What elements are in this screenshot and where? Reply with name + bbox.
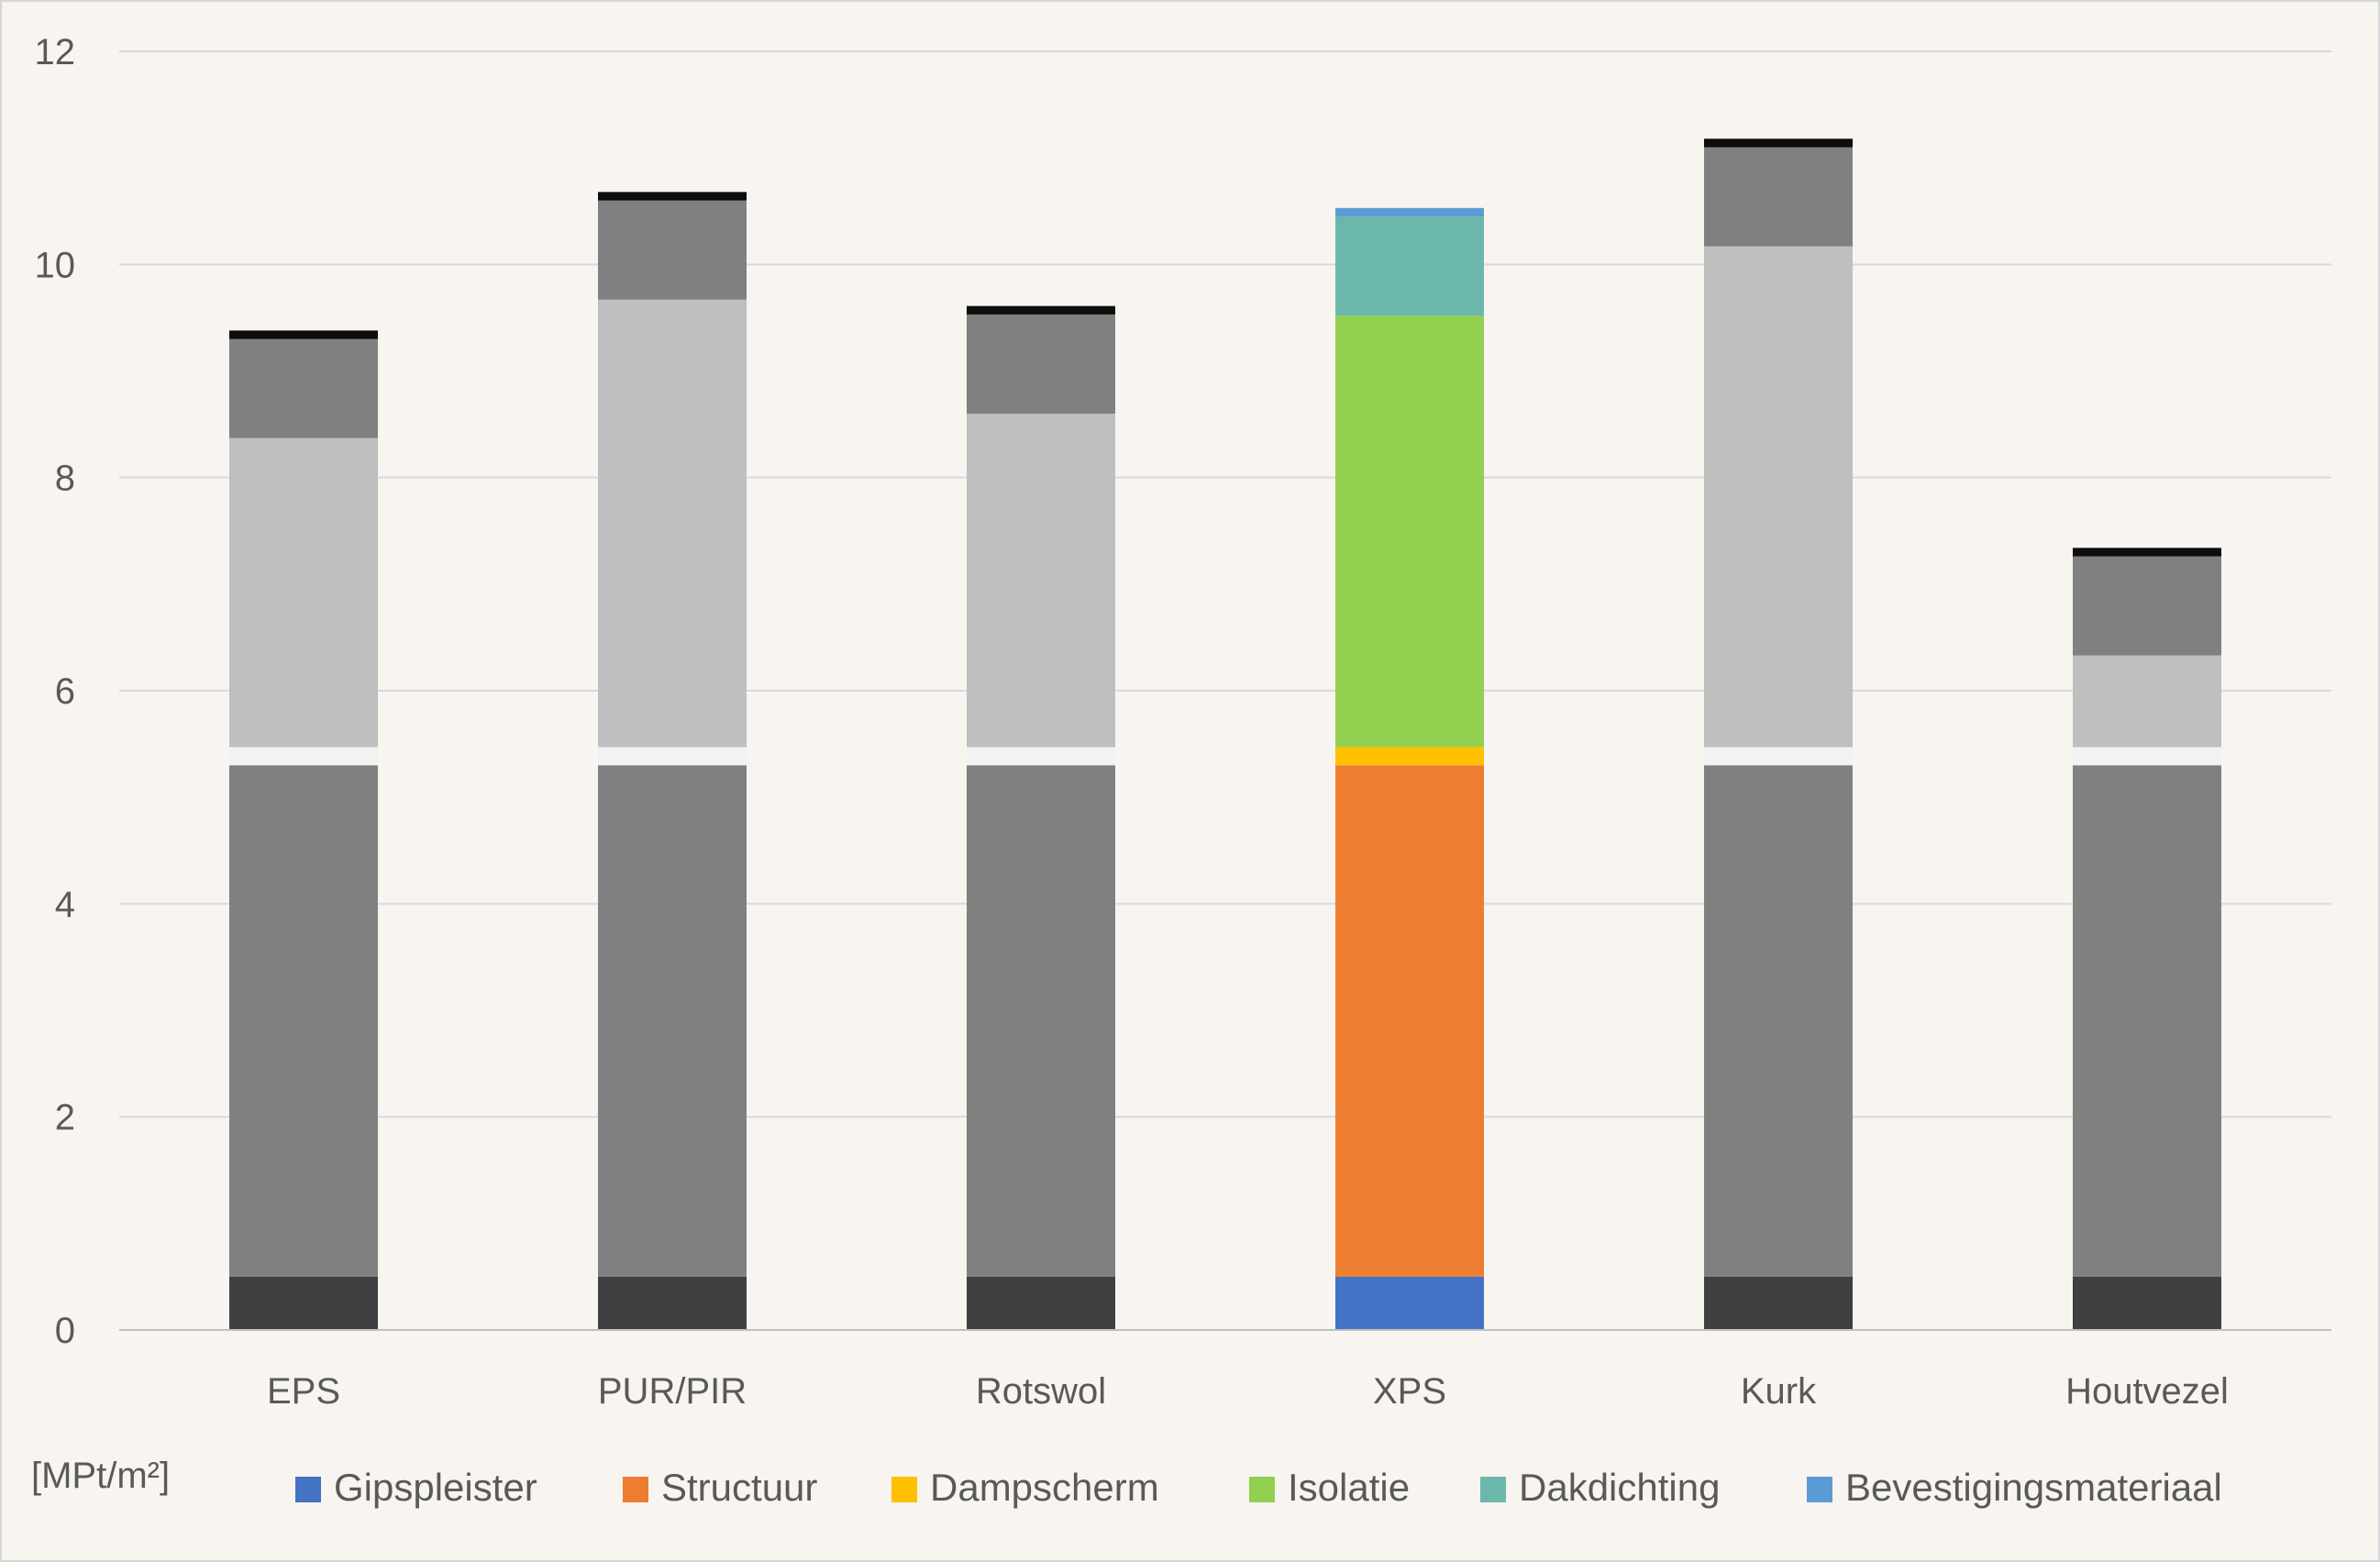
bar-segment xyxy=(229,747,378,766)
bar-segment xyxy=(1335,765,1484,1277)
bar-segment xyxy=(229,438,378,748)
x-tick-label: PUR/PIR xyxy=(598,1371,747,1412)
bar-segment xyxy=(2073,556,2221,656)
bar-segment xyxy=(2073,548,2221,557)
x-tick-label: XPS xyxy=(1373,1371,1446,1412)
bar-segment xyxy=(1704,1276,1853,1330)
bar-segment xyxy=(967,765,1115,1277)
bar-segment xyxy=(1335,747,1484,766)
y-tick-label: 6 xyxy=(55,671,75,712)
legend-label: Structuur xyxy=(661,1466,817,1509)
bar-segment xyxy=(1335,316,1484,748)
bar-segment xyxy=(598,1276,747,1330)
bar-segment xyxy=(2073,655,2221,748)
legend: Gipspleister Structuur Dampscherm Isolatie D… xyxy=(295,1466,2222,1509)
bar-segment xyxy=(2073,1276,2221,1330)
y-tick-label: 4 xyxy=(55,884,75,925)
y-tick-label: 8 xyxy=(55,459,75,499)
gridlines xyxy=(119,50,2331,1118)
bar-segment xyxy=(1335,1276,1484,1330)
bar-segment xyxy=(967,747,1115,766)
bar-segment xyxy=(1704,747,1853,766)
legend-label: Gipspleister xyxy=(334,1466,537,1509)
axes: 0 2 4 6 8 10 12 EPS PUR/PIR Rotswol XPS Kurk Houtvez… xyxy=(35,32,2331,1412)
x-tick-label: Houtvezel xyxy=(2065,1371,2229,1412)
y-tick-label: 10 xyxy=(35,245,76,285)
y-tick-label: 2 xyxy=(55,1098,75,1138)
bar-segment xyxy=(1704,246,1853,748)
bar-segment xyxy=(229,1276,378,1330)
bar-segment xyxy=(598,192,747,201)
bar-segment xyxy=(1704,147,1853,247)
legend-swatch xyxy=(295,1477,321,1502)
bar-segment xyxy=(2073,747,2221,766)
legend-swatch xyxy=(891,1477,917,1502)
x-tick-label: Kurk xyxy=(1741,1371,1817,1412)
bar-segment xyxy=(229,338,378,438)
legend-swatch xyxy=(1249,1477,1275,1502)
x-tick-label: EPS xyxy=(267,1371,340,1412)
bar-segment xyxy=(1704,138,1853,148)
bar-segment xyxy=(229,330,378,339)
bar-segment xyxy=(598,200,747,300)
bar-segment xyxy=(598,747,747,766)
bar-segment xyxy=(2073,765,2221,1277)
bar-segment xyxy=(967,1276,1115,1330)
bar-segment xyxy=(598,765,747,1277)
legend-label: Dampscherm xyxy=(930,1466,1159,1509)
bar-segment xyxy=(967,314,1115,414)
y-tick-label: 0 xyxy=(55,1311,75,1351)
bar-segment xyxy=(967,305,1115,315)
legend-label: Bevestigingsmateriaal xyxy=(1845,1466,2222,1509)
legend-label: Dakdichting xyxy=(1519,1466,1720,1509)
bar-segment xyxy=(1335,207,1484,217)
bar-segment xyxy=(1704,765,1853,1277)
legend-label: Isolatie xyxy=(1288,1466,1410,1509)
bar-segment xyxy=(598,299,747,748)
bars xyxy=(229,138,2221,1330)
y-unit-label: [MPt/m²] xyxy=(31,1456,170,1496)
legend-swatch xyxy=(1807,1477,1832,1502)
x-tick-label: Rotswol xyxy=(976,1371,1106,1412)
legend-swatch xyxy=(1480,1477,1506,1502)
legend-swatch xyxy=(623,1477,648,1502)
y-tick-label: 12 xyxy=(35,32,76,72)
bar-segment xyxy=(967,413,1115,748)
bar-segment xyxy=(229,765,378,1277)
bar-segment xyxy=(1335,216,1484,316)
